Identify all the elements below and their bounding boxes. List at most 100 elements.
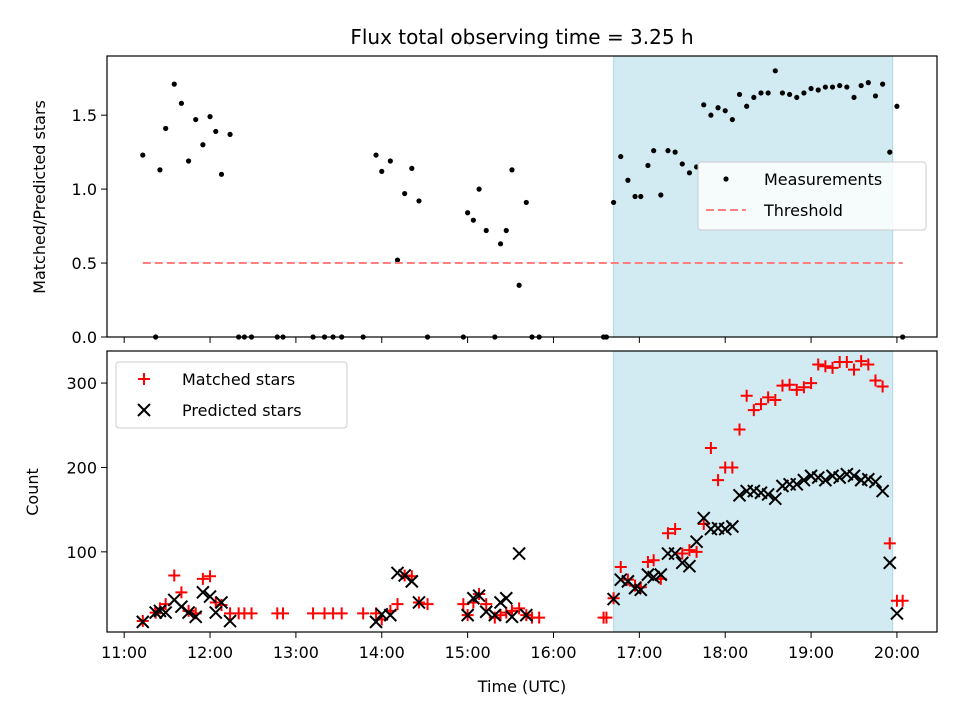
predicted-stars-point	[499, 591, 513, 605]
predicted-stars-point	[472, 589, 486, 603]
measurements-point	[200, 142, 206, 148]
matched-stars-point	[790, 383, 803, 396]
predicted-stars-point	[811, 470, 825, 485]
measurements-point	[171, 81, 177, 87]
predicted-stars-point	[369, 615, 383, 629]
predicted-stars-point	[505, 610, 519, 624]
measurements-point	[708, 112, 714, 118]
matched-stars-point	[712, 474, 725, 487]
measurements-point	[213, 128, 219, 135]
predicted-stars-point	[818, 473, 833, 487]
x-tick-label: 20:00	[874, 643, 920, 662]
measurements-point	[207, 114, 213, 120]
measurements-point	[808, 85, 814, 92]
measurements-point	[715, 105, 721, 111]
measurements-point	[416, 198, 422, 204]
measurements-point	[227, 131, 233, 137]
matched-stars-point	[883, 537, 896, 550]
top-y-tick-label: 0.0	[72, 328, 97, 347]
legend-measurements-swatch	[723, 176, 729, 182]
matched-stars-point	[513, 602, 526, 615]
measurements-point	[465, 210, 471, 216]
predicted-stars-point	[832, 470, 847, 485]
legend-label: Threshold	[763, 201, 843, 220]
measurements-point	[787, 91, 793, 98]
measurements-point	[523, 199, 529, 206]
measurements-series	[140, 68, 906, 340]
matched-stars-point	[533, 611, 546, 624]
top-legend: Measurements Threshold	[697, 161, 927, 231]
predicted-stars-point	[196, 585, 210, 600]
measurements-point	[509, 167, 515, 173]
x-tick-label: 17:00	[616, 643, 662, 662]
matched-stars-point	[819, 360, 832, 373]
measurements-point	[686, 170, 693, 176]
matched-stars-point	[869, 374, 882, 387]
predicted-stars-point	[209, 605, 223, 620]
legend-label: Matched stars	[182, 370, 295, 389]
measurements-point	[672, 149, 678, 155]
predicted-stars-point	[668, 546, 682, 561]
predicted-stars-point	[493, 595, 508, 610]
measurements-point	[470, 217, 476, 223]
measurements-point	[758, 90, 764, 96]
matched-stars-point	[488, 611, 501, 624]
matched-stars-point	[614, 561, 627, 574]
measurements-point	[765, 90, 771, 96]
predicted-stars-point	[148, 605, 163, 620]
matched-stars-point	[896, 594, 909, 607]
matched-stars-point	[690, 545, 703, 558]
predicted-stars-point	[732, 488, 747, 503]
matched-stars-point	[175, 586, 188, 599]
measurements-point	[387, 158, 393, 164]
measurements-point	[865, 80, 871, 86]
legend-matched-swatch	[138, 373, 150, 385]
x-tick-label: 19:00	[788, 643, 834, 662]
matched-stars-point	[391, 598, 404, 611]
measurements-point	[822, 84, 828, 90]
matched-stars-point	[473, 588, 486, 601]
measurements-point	[157, 167, 163, 173]
measurements-point	[193, 116, 199, 123]
predicted-stars-point	[383, 608, 398, 622]
x-tick-label: 13:00	[273, 643, 319, 662]
predicted-stars-point	[847, 469, 861, 483]
measurements-point	[379, 168, 385, 174]
matched-stars-point	[307, 607, 320, 620]
top-y-tick-label: 1.0	[72, 180, 97, 199]
measurements-point	[829, 84, 836, 90]
measurements-point	[163, 125, 169, 132]
matched-stars-point	[704, 442, 717, 455]
measurements-point	[658, 192, 664, 198]
predicted-stars-point	[214, 595, 229, 610]
top-axes-frame	[106, 55, 938, 338]
measurements-point	[665, 148, 671, 154]
matched-stars-point	[797, 381, 810, 394]
top-legend-box	[697, 161, 927, 231]
matched-stars-point	[855, 355, 868, 368]
measurements-point	[880, 81, 886, 87]
predicted-stars-point	[883, 556, 897, 570]
measurements-point	[837, 82, 843, 89]
matched-stars-point	[168, 569, 181, 582]
x-tick-label: 14:00	[359, 643, 405, 662]
measurements-point	[729, 116, 735, 123]
matched-stars-point	[494, 609, 507, 622]
measurements-point	[516, 282, 522, 288]
measurements-point	[894, 103, 900, 109]
matched-stars-point	[726, 461, 739, 474]
measurements-point	[218, 171, 225, 177]
bottom-y-tick-label: 300	[66, 374, 97, 393]
top-y-axis-label: Matched/Predicted stars	[30, 100, 49, 294]
predicted-stars-point	[861, 472, 876, 486]
matched-stars-point	[826, 361, 839, 374]
matched-stars-point	[676, 547, 689, 560]
matched-stars-point	[215, 598, 228, 611]
measurements-point	[497, 241, 504, 247]
matched-stars-point	[661, 527, 674, 540]
predicted-stars-point	[868, 475, 883, 489]
measurements-point	[887, 149, 893, 155]
chart-title: Flux total observing time = 3.25 h	[350, 25, 693, 49]
measurements-point	[503, 227, 509, 234]
bottom-y-tick-label: 200	[66, 458, 97, 477]
